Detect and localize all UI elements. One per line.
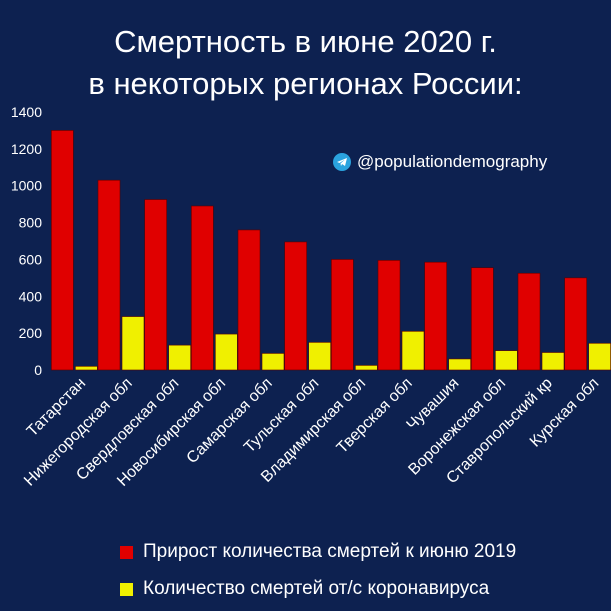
bar-growth [377,260,401,371]
bar-growth [237,229,261,371]
bar-covid [541,352,565,371]
bar-covid [401,330,425,371]
bar-covid [168,344,191,371]
bar-covid [355,365,378,371]
legend-item-growth: Прирост количества смертей к июню 2019 [120,541,516,563]
bar-growth [517,272,541,371]
bar-growth [284,241,307,371]
bar-growth [331,259,354,371]
bar-growth [144,199,167,371]
bar-covid [215,333,238,371]
legend-swatch-red [120,545,133,559]
bar-covid [588,342,611,371]
bar-growth [471,267,494,371]
y-tick-label: 1400 [11,104,42,120]
bar-covid [261,353,285,371]
legend-label-covid: Количество смертей от/с коронавируса [143,578,490,599]
legend-item-covid: Количество смертей от/с коронавируса [120,578,489,600]
bar-covid [121,316,145,371]
bar-growth [564,277,587,371]
bar-covid [495,350,518,371]
y-tick-label: 1200 [11,141,42,157]
bar-growth [191,205,214,371]
watermark-text: @populationdemography [357,152,548,171]
y-tick-label: 400 [19,288,43,304]
telegram-icon [333,153,351,171]
y-tick-label: 200 [19,325,43,341]
legend-label-growth: Прирост количества смертей к июню 2019 [143,541,517,562]
bar-growth [51,130,74,371]
watermark-handle: @populationdemography [333,152,547,172]
y-tick-label: 1000 [11,178,42,194]
bar-growth [97,179,121,371]
x-tick-label: Самарская обл [184,375,276,467]
legend-swatch-yellow [120,582,133,596]
y-tick-label: 600 [19,251,43,267]
bar-covid [308,342,331,371]
bar-growth [424,261,447,371]
y-tick-label: 0 [34,362,42,378]
bar-covid [448,358,471,371]
chart-title-line2: в некоторых регионах России: [88,66,523,101]
y-tick-label: 800 [19,215,43,231]
bar-covid [75,366,98,371]
chart-title-line1: Смертность в июне 2020 г. [114,24,497,59]
